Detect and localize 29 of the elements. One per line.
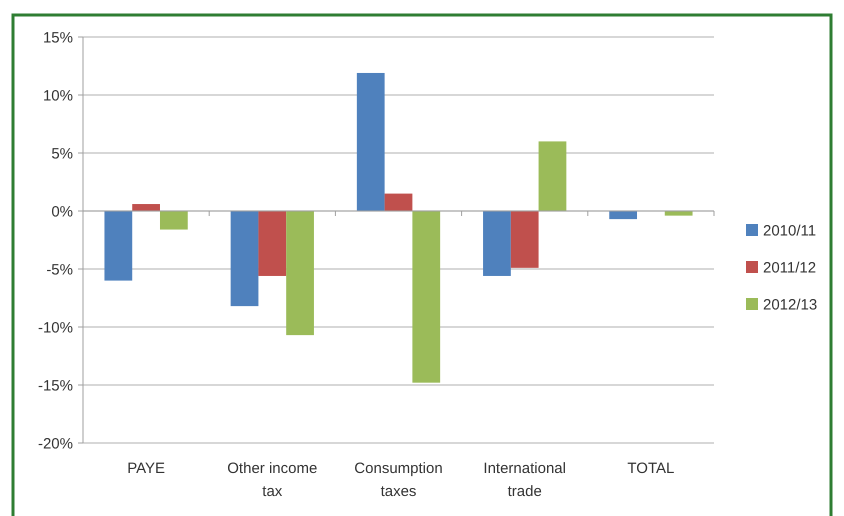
bar [286, 211, 314, 336]
y-tick-label: -5% [46, 261, 73, 278]
bar [510, 211, 539, 268]
bar [356, 72, 385, 211]
x-tick-label: Other income tax [227, 460, 318, 500]
bar [538, 141, 566, 211]
x-tick-label: PAYE [127, 460, 165, 477]
bar [132, 204, 160, 211]
bar [160, 211, 188, 230]
bar [609, 211, 638, 220]
y-tick-label: -15% [38, 377, 73, 394]
bar [230, 211, 258, 306]
legend-label: 2011/12 [763, 259, 816, 276]
bar [483, 211, 511, 276]
y-tick-label: 5% [51, 145, 73, 162]
y-tick-label: 0% [51, 203, 73, 220]
legend-label: 2012/13 [763, 296, 818, 314]
legend-label: 2010/11 [763, 222, 816, 240]
y-tick-label: -20% [38, 435, 73, 452]
y-tick-label: -10% [38, 319, 73, 336]
bar [104, 211, 132, 281]
bar [412, 211, 440, 383]
y-tick-label: 10% [42, 87, 73, 104]
bar [258, 211, 286, 276]
bar [384, 194, 412, 211]
x-tick-label: Consumption taxes [354, 460, 443, 500]
y-tick-label: 15% [42, 29, 73, 46]
x-tick-label: TOTAL [627, 460, 674, 477]
x-tick-label: International trade [483, 460, 566, 500]
